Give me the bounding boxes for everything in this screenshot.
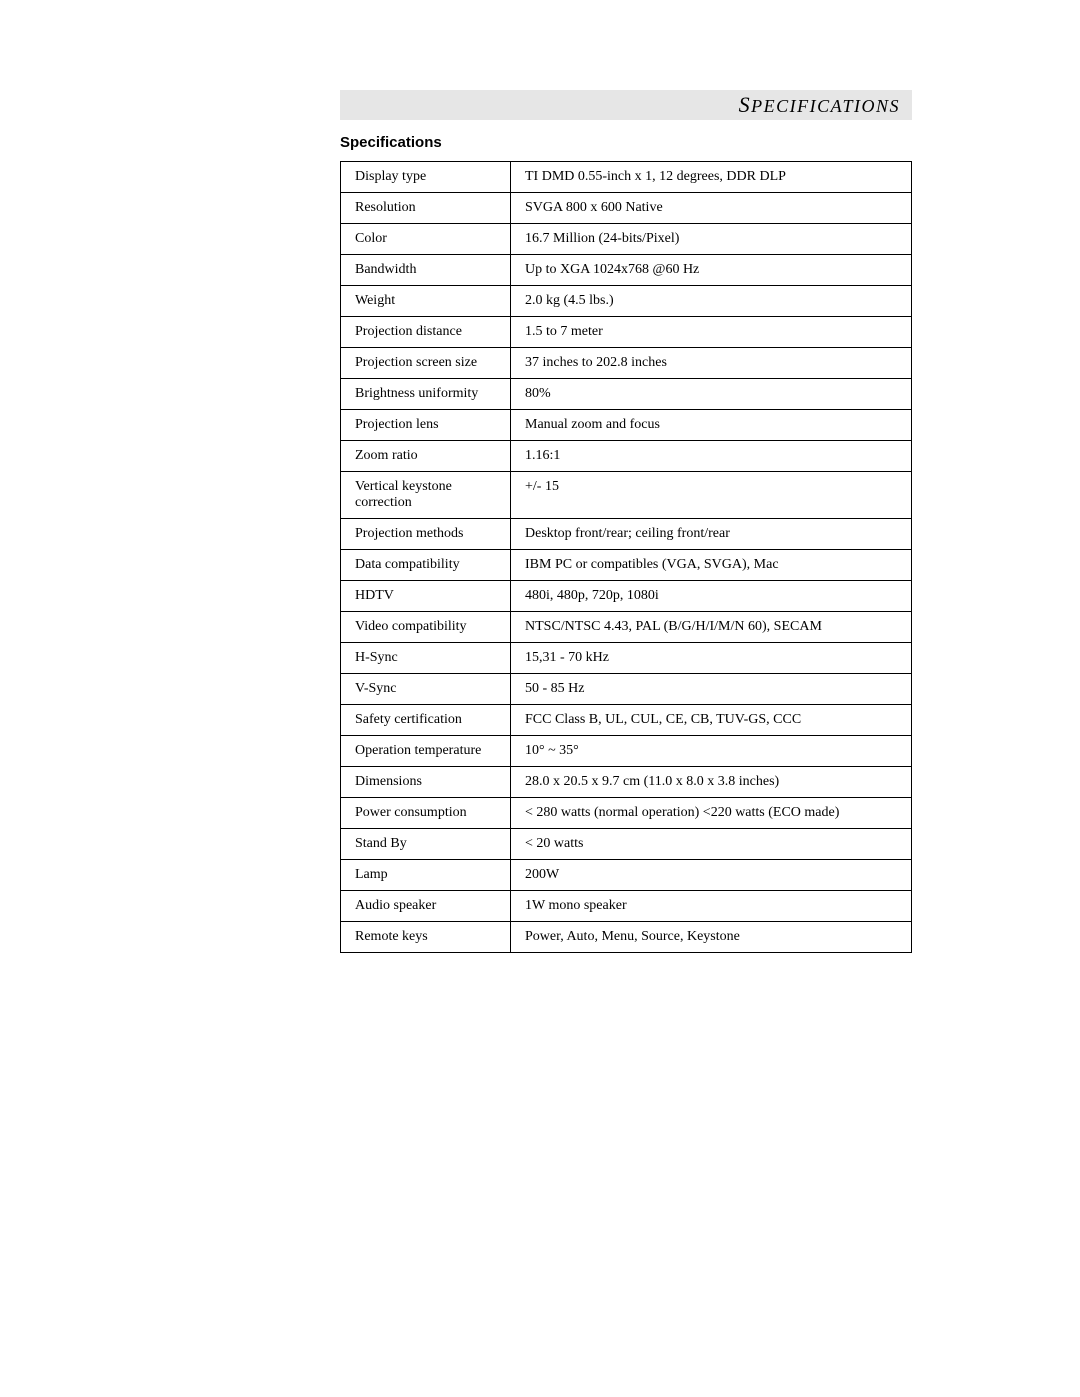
spec-value: +/- 15: [511, 472, 912, 519]
section-title: Specifications: [340, 134, 912, 151]
spec-value: 200W: [511, 860, 912, 891]
spec-label: V-Sync: [341, 674, 511, 705]
table-row: Projection distance1.5 to 7 meter: [341, 317, 912, 348]
spec-value: 80%: [511, 379, 912, 410]
table-row: Projection methodsDesktop front/rear; ce…: [341, 519, 912, 550]
spec-value: Up to XGA 1024x768 @60 Hz: [511, 255, 912, 286]
spec-label: Operation temperature: [341, 736, 511, 767]
spec-label: Zoom ratio: [341, 441, 511, 472]
table-row: Safety certificationFCC Class B, UL, CUL…: [341, 705, 912, 736]
table-row: Dimensions28.0 x 20.5 x 9.7 cm (11.0 x 8…: [341, 767, 912, 798]
spec-value: < 280 watts (normal operation) <220 watt…: [511, 798, 912, 829]
spec-value: 1W mono speaker: [511, 891, 912, 922]
spec-value: SVGA 800 x 600 Native: [511, 193, 912, 224]
spec-label: Lamp: [341, 860, 511, 891]
spec-label: Bandwidth: [341, 255, 511, 286]
spec-value: 480i, 480p, 720p, 1080i: [511, 581, 912, 612]
spec-label: Safety certification: [341, 705, 511, 736]
table-row: ResolutionSVGA 800 x 600 Native: [341, 193, 912, 224]
spec-value: 1.16:1: [511, 441, 912, 472]
table-row: Display typeTI DMD 0.55-inch x 1, 12 deg…: [341, 162, 912, 193]
spec-label: Color: [341, 224, 511, 255]
header-title-rest: PECIFICATIONS: [751, 96, 900, 116]
spec-value: TI DMD 0.55-inch x 1, 12 degrees, DDR DL…: [511, 162, 912, 193]
spec-value: IBM PC or compatibles (VGA, SVGA), Mac: [511, 550, 912, 581]
table-row: Weight2.0 kg (4.5 lbs.): [341, 286, 912, 317]
table-row: Stand By< 20 watts: [341, 829, 912, 860]
spec-value: < 20 watts: [511, 829, 912, 860]
spec-label: Power consumption: [341, 798, 511, 829]
table-row: Audio speaker1W mono speaker: [341, 891, 912, 922]
spec-label: Projection methods: [341, 519, 511, 550]
spec-value: 16.7 Million (24-bits/Pixel): [511, 224, 912, 255]
table-row: Projection lensManual zoom and focus: [341, 410, 912, 441]
spec-label: Resolution: [341, 193, 511, 224]
table-row: Power consumption< 280 watts (normal ope…: [341, 798, 912, 829]
table-row: BandwidthUp to XGA 1024x768 @60 Hz: [341, 255, 912, 286]
spec-value: 2.0 kg (4.5 lbs.): [511, 286, 912, 317]
spec-label: Dimensions: [341, 767, 511, 798]
spec-label: Audio speaker: [341, 891, 511, 922]
specifications-table: Display typeTI DMD 0.55-inch x 1, 12 deg…: [340, 161, 912, 953]
table-row: Data compatibilityIBM PC or compatibles …: [341, 550, 912, 581]
page-container: SPECIFICATIONS Specifications Display ty…: [0, 0, 1080, 953]
table-row: Lamp200W: [341, 860, 912, 891]
header-title-first-char: S: [739, 92, 752, 117]
spec-label: HDTV: [341, 581, 511, 612]
table-row: Color16.7 Million (24-bits/Pixel): [341, 224, 912, 255]
table-row: Projection screen size37 inches to 202.8…: [341, 348, 912, 379]
spec-label: Projection lens: [341, 410, 511, 441]
spec-label: Video compatibility: [341, 612, 511, 643]
table-row: Brightness uniformity80%: [341, 379, 912, 410]
table-row: Zoom ratio1.16:1: [341, 441, 912, 472]
table-row: V-Sync50 - 85 Hz: [341, 674, 912, 705]
spec-value: Desktop front/rear; ceiling front/rear: [511, 519, 912, 550]
spec-label: Projection screen size: [341, 348, 511, 379]
table-row: Remote keysPower, Auto, Menu, Source, Ke…: [341, 922, 912, 953]
header-bar: SPECIFICATIONS: [340, 90, 912, 120]
spec-value: NTSC/NTSC 4.43, PAL (B/G/H/I/M/N 60), SE…: [511, 612, 912, 643]
table-row: H-Sync15,31 - 70 kHz: [341, 643, 912, 674]
spec-value: 15,31 - 70 kHz: [511, 643, 912, 674]
spec-label: Stand By: [341, 829, 511, 860]
spec-label: Data compatibility: [341, 550, 511, 581]
spec-value: FCC Class B, UL, CUL, CE, CB, TUV-GS, CC…: [511, 705, 912, 736]
spec-label: Vertical keystone correction: [341, 472, 511, 519]
spec-label: Weight: [341, 286, 511, 317]
spec-value: 37 inches to 202.8 inches: [511, 348, 912, 379]
spec-value: Manual zoom and focus: [511, 410, 912, 441]
spec-label: H-Sync: [341, 643, 511, 674]
spec-value: 50 - 85 Hz: [511, 674, 912, 705]
table-row: HDTV480i, 480p, 720p, 1080i: [341, 581, 912, 612]
spec-label: Brightness uniformity: [341, 379, 511, 410]
spec-value: 10° ~ 35°: [511, 736, 912, 767]
spec-label: Display type: [341, 162, 511, 193]
spec-value: Power, Auto, Menu, Source, Keystone: [511, 922, 912, 953]
table-row: Operation temperature10° ~ 35°: [341, 736, 912, 767]
header-title: SPECIFICATIONS: [739, 92, 900, 118]
spec-label: Remote keys: [341, 922, 511, 953]
table-row: Vertical keystone correction+/- 15: [341, 472, 912, 519]
spec-value: 1.5 to 7 meter: [511, 317, 912, 348]
spec-value: 28.0 x 20.5 x 9.7 cm (11.0 x 8.0 x 3.8 i…: [511, 767, 912, 798]
table-row: Video compatibilityNTSC/NTSC 4.43, PAL (…: [341, 612, 912, 643]
spec-label: Projection distance: [341, 317, 511, 348]
